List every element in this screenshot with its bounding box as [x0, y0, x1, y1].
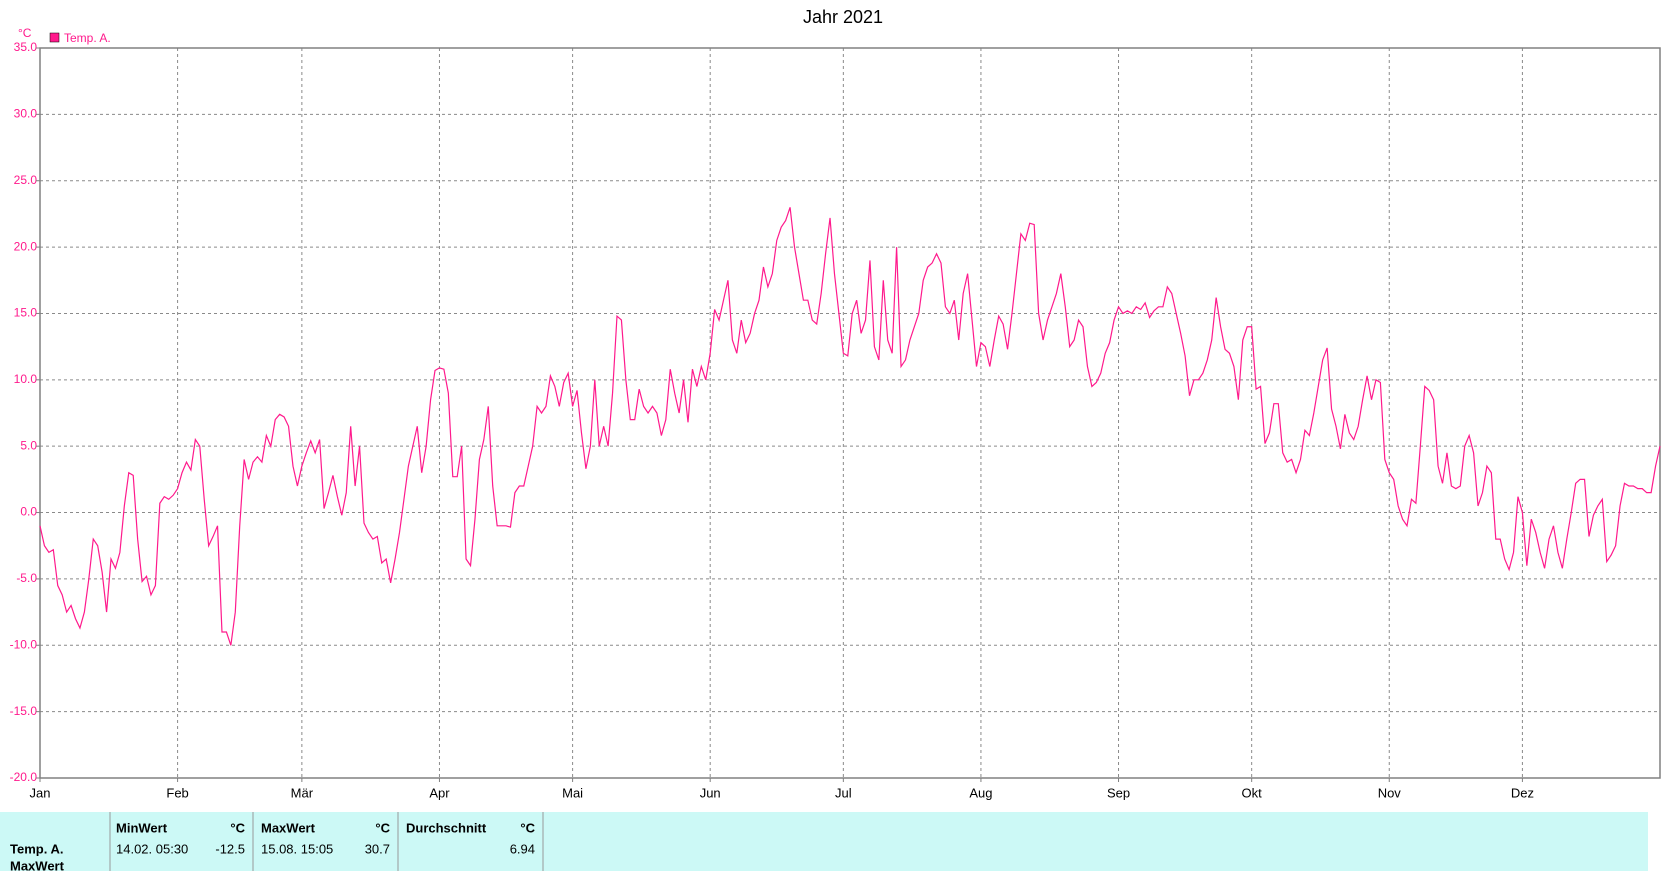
y-unit: °C [18, 26, 32, 40]
table-header: °C [375, 820, 390, 835]
cell: 30.7 [365, 841, 390, 856]
stats-table [0, 812, 1648, 871]
x-tick-label: Apr [429, 785, 450, 800]
x-tick-label: Mai [562, 785, 583, 800]
x-tick-label: Jul [835, 785, 852, 800]
y-tick-label: 0.0 [20, 505, 37, 519]
table-header: °C [230, 820, 245, 835]
plot-frame [39, 47, 1661, 779]
cell: 15.08. 15:05 [261, 841, 333, 856]
chart-title: Jahr 2021 [803, 7, 883, 27]
x-tick-label: Dez [1511, 785, 1534, 800]
x-tick-label: Okt [1242, 785, 1263, 800]
y-tick-label: 30.0 [14, 107, 38, 121]
legend-swatch [49, 32, 60, 43]
y-tick-label: 20.0 [14, 239, 38, 253]
y-tick-label: 5.0 [20, 438, 37, 452]
x-tick-label: Mär [291, 785, 314, 800]
cell: 14.02. 05:30 [116, 841, 188, 856]
y-tick-label: -15.0 [10, 704, 38, 718]
y-tick-label: 35.0 [14, 40, 38, 54]
row-label: MaxWert [10, 858, 65, 871]
y-tick-label: -10.0 [10, 637, 38, 651]
y-tick-label: 15.0 [14, 306, 38, 320]
x-tick-label: Feb [166, 785, 188, 800]
x-tick-label: Aug [969, 785, 992, 800]
y-tick-label: 25.0 [14, 173, 38, 187]
row-label: Temp. A. [10, 841, 63, 856]
y-tick-label: -5.0 [16, 571, 37, 585]
table-header: MaxWert [261, 820, 316, 835]
x-tick-label: Jun [700, 785, 721, 800]
x-tick-label: Nov [1378, 785, 1402, 800]
y-tick-label: 10.0 [14, 372, 38, 386]
table-header: Durchschnitt [406, 820, 487, 835]
x-tick-label: Sep [1107, 785, 1130, 800]
stats-table-lines [109, 812, 544, 871]
legend-label: Temp. A. [64, 31, 111, 45]
table-header: °C [520, 820, 535, 835]
y-tick-label: -20.0 [10, 770, 38, 784]
cell: -12.5 [215, 841, 245, 856]
table-header: MinWert [116, 820, 168, 835]
x-tick-label: Jan [30, 785, 51, 800]
cell: 6.94 [510, 841, 535, 856]
series-line [39, 207, 1661, 646]
